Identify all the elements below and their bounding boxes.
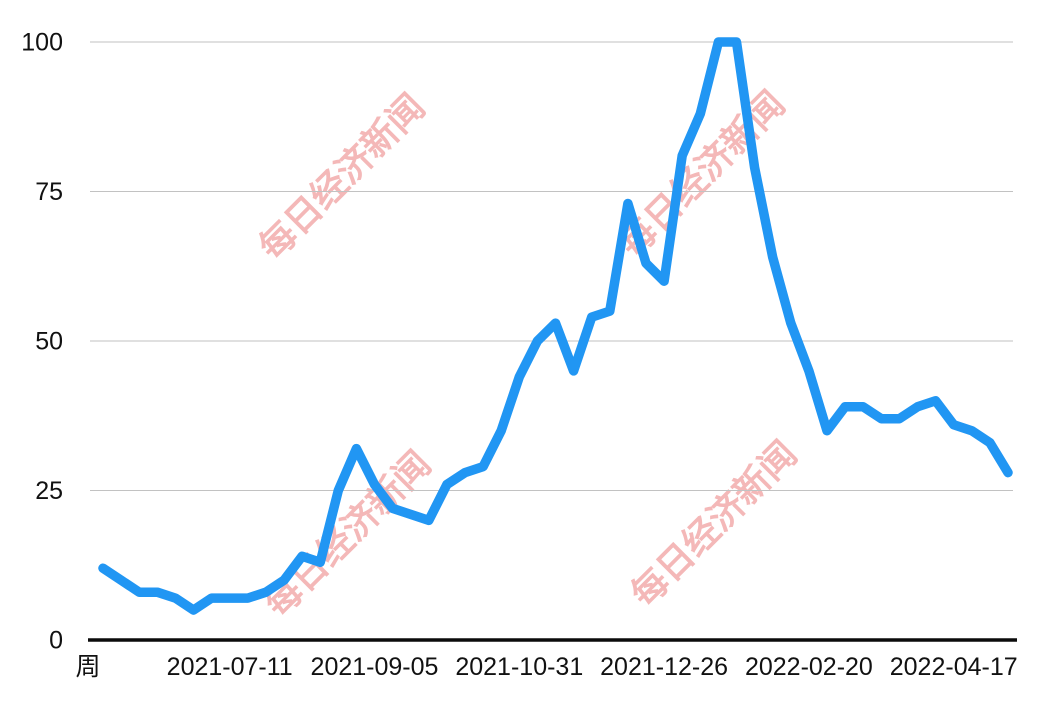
x-tick-label-2021-09-05: 2021-09-05 <box>311 653 439 681</box>
y-tick-label-0: 0 <box>49 627 63 655</box>
x-tick-label-2021-07-11: 2021-07-11 <box>167 653 293 681</box>
y-tick-label-25: 25 <box>35 477 63 505</box>
trend-line-series <box>98 37 1013 615</box>
x-axis-unit-label: 周 <box>75 653 100 681</box>
x-tick-label-2021-12-26: 2021-12-26 <box>600 653 728 681</box>
y-tick-label-100: 100 <box>21 29 63 57</box>
y-tick-label-75: 75 <box>35 178 63 206</box>
x-tick-label-2022-02-20: 2022-02-20 <box>745 653 873 681</box>
x-tick-label-2021-10-31: 2021-10-31 <box>455 653 583 681</box>
x-tick-label-2022-04-17: 2022-04-17 <box>890 653 1018 681</box>
y-tick-label-50: 50 <box>35 328 63 356</box>
